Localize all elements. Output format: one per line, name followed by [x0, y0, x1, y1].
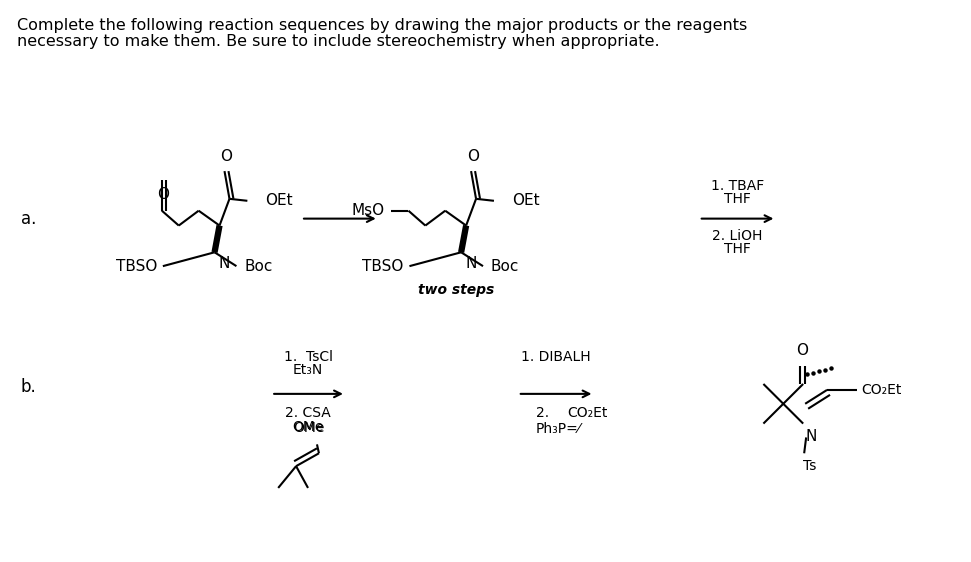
- Text: Ph₃P=⁄: Ph₃P=⁄: [536, 422, 581, 436]
- Text: OEt: OEt: [512, 193, 540, 209]
- Text: N: N: [805, 429, 817, 443]
- Text: necessary to make them. Be sure to include stereochemistry when appropriate.: necessary to make them. Be sure to inclu…: [17, 34, 659, 49]
- Text: 1.  TsCl: 1. TsCl: [284, 350, 332, 364]
- Text: Complete the following reaction sequences by drawing the major products or the r: Complete the following reaction sequence…: [17, 17, 747, 33]
- Text: CO₂Et: CO₂Et: [861, 383, 901, 397]
- Text: N: N: [218, 256, 230, 271]
- Text: OEt: OEt: [265, 193, 293, 209]
- Text: TBSO: TBSO: [116, 259, 157, 274]
- Text: 2. CSA: 2. CSA: [285, 406, 331, 420]
- Text: 1. DIBALH: 1. DIBALH: [520, 350, 590, 364]
- Text: TBSO: TBSO: [362, 259, 404, 274]
- Text: O: O: [467, 149, 479, 164]
- Text: Ts: Ts: [803, 459, 817, 473]
- Text: 2.: 2.: [536, 406, 549, 420]
- Text: a.: a.: [20, 210, 36, 228]
- Text: O: O: [157, 187, 169, 202]
- Text: O: O: [796, 343, 808, 358]
- Text: MsO: MsO: [352, 203, 385, 218]
- Text: THF: THF: [724, 242, 751, 256]
- Text: CO₂Et: CO₂Et: [567, 406, 608, 420]
- Text: N: N: [465, 256, 477, 271]
- Text: Boc: Boc: [245, 259, 273, 274]
- Text: 2. LiOH: 2. LiOH: [713, 229, 763, 243]
- Text: 1. TBAF: 1. TBAF: [711, 179, 764, 193]
- Text: b.: b.: [20, 378, 37, 396]
- Text: O: O: [220, 149, 232, 164]
- Text: THF: THF: [724, 192, 751, 206]
- Text: OMe: OMe: [292, 420, 323, 434]
- Text: Et₃N: Et₃N: [293, 363, 323, 377]
- Text: Boc: Boc: [491, 259, 519, 274]
- Text: two steps: two steps: [419, 283, 494, 297]
- Text: OMe: OMe: [293, 422, 324, 436]
